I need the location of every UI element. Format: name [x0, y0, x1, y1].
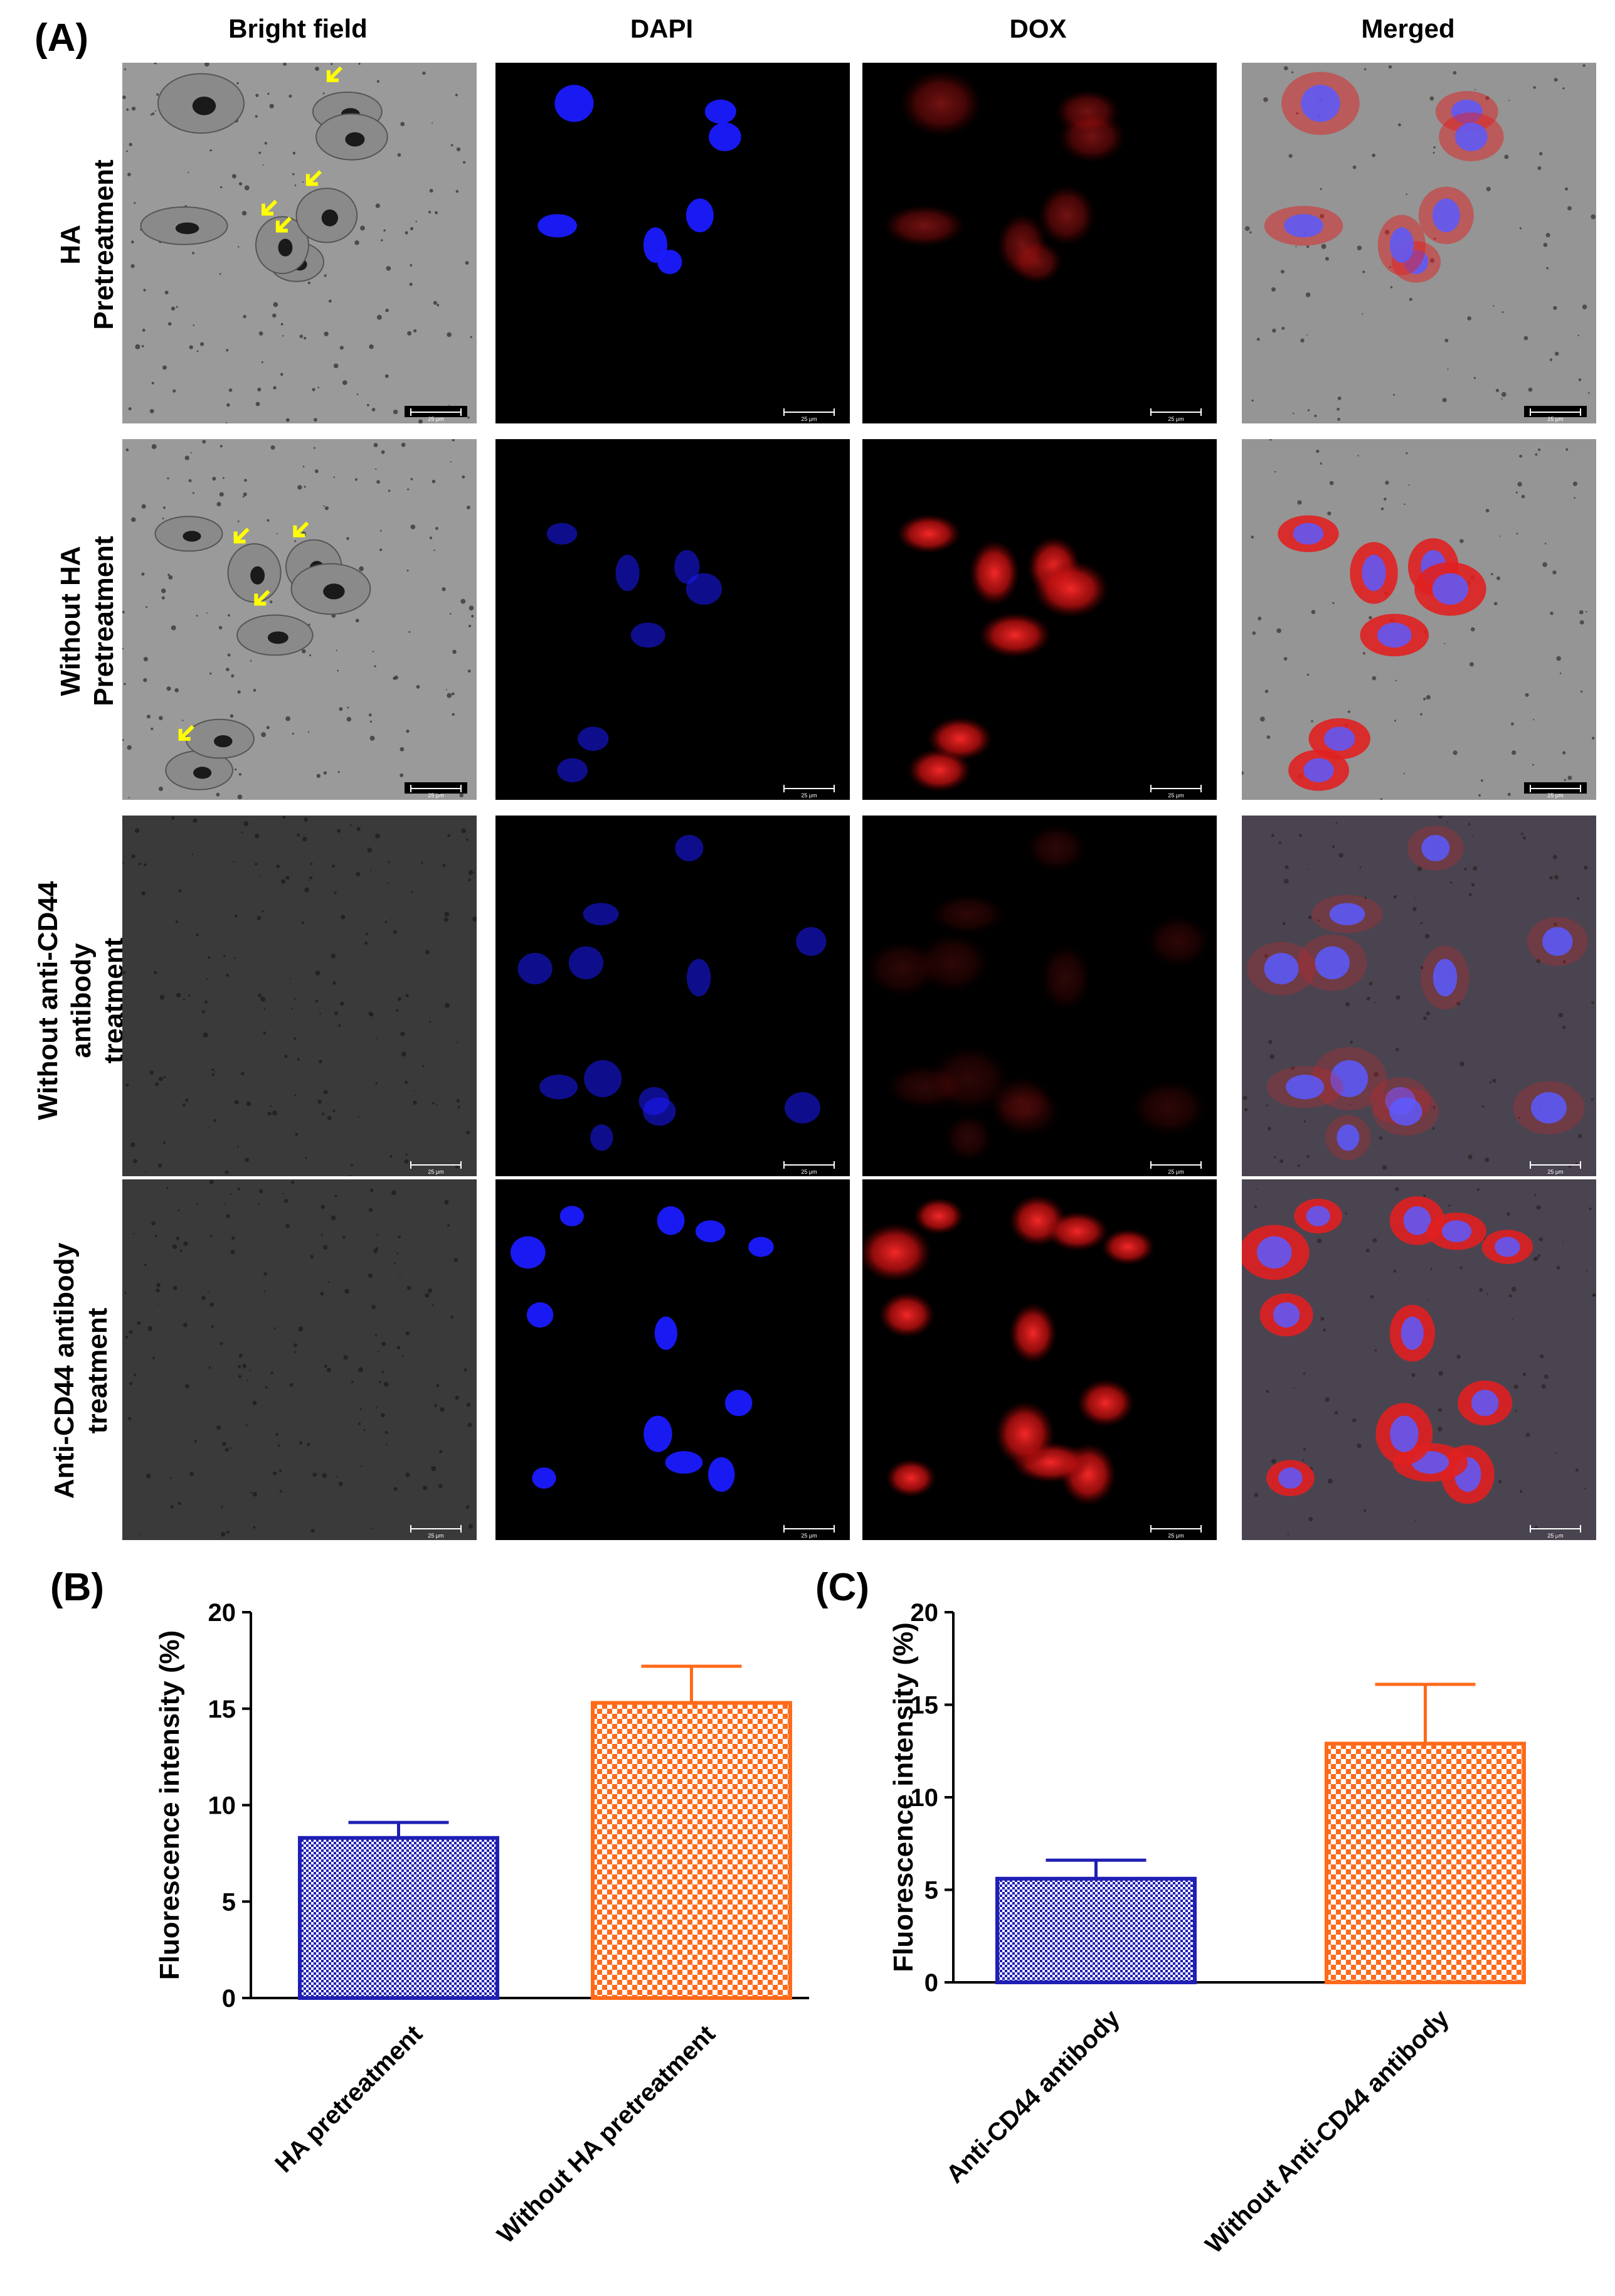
category-label: HA pretreatment	[270, 2020, 428, 2178]
category-label: Anti-CD44 antibody	[941, 2004, 1125, 2189]
micrograph-merged-row-1: 25 μm	[1242, 63, 1596, 423]
scale-bar-label: 25 μm	[1547, 792, 1563, 799]
scale-bar-label: 25 μm	[801, 1169, 817, 1175]
y-tick-label: 5	[924, 1877, 938, 1905]
micrograph-dox-row-4: 25 μm	[862, 1179, 1217, 1540]
y-tick-label: 10	[208, 1792, 236, 1820]
panel-letter-c: (C)	[815, 1566, 870, 1609]
scale-bar: 25 μm	[1145, 406, 1207, 422]
column-header-dapi: DAPI	[630, 14, 694, 43]
scale-bar: 25 μm	[410, 1161, 462, 1175]
scale-bar: 25 μm	[1524, 782, 1587, 799]
y-tick-label: 20	[911, 1599, 939, 1627]
yellow-arrow-icon	[326, 66, 342, 82]
y-tick-label: 0	[924, 1969, 938, 1997]
y-axis-label: Fluorescence intensity (%)	[888, 1622, 919, 1972]
y-tick-label: 20	[208, 1599, 236, 1627]
bar-1	[298, 1836, 499, 2000]
scale-bar: 25 μm	[778, 782, 840, 799]
chart-b: Fluorescence intensity (%) 0 5 10 15 20 HA pre…	[0, 1593, 809, 2293]
column-header-merged: Merged	[1361, 14, 1455, 43]
scale-bar-label: 25 μm	[1168, 1169, 1183, 1175]
bar-2	[591, 1701, 792, 2000]
scale-bar-label: 25 μm	[801, 792, 817, 799]
micrograph-dapi-row-4: 25 μm	[495, 1179, 850, 1540]
micrograph-dapi-row-1: 25 μm	[495, 63, 850, 423]
yellow-arrow-icon	[254, 590, 270, 606]
scale-bar-label: 25 μm	[801, 1533, 817, 1539]
scale-bar-label: 25 μm	[428, 416, 443, 422]
scale-bar: 25 μm	[1150, 1161, 1202, 1175]
y-tick-label: 5	[222, 1888, 236, 1916]
yellow-arrow-icon	[233, 528, 250, 544]
scale-bar-label: 25 μm	[1168, 1533, 1183, 1539]
category-label: Without Anti-CD44 antibody	[1200, 2004, 1455, 2259]
micrograph-dox-row-2: 25 μm	[862, 439, 1217, 800]
scale-bar-label: 25 μm	[428, 792, 443, 799]
scale-bar-label: 25 μm	[1547, 1533, 1563, 1539]
y-tick-label: 0	[222, 1985, 236, 2012]
yellow-arrow-icon	[305, 170, 322, 186]
scale-bar: 25 μm	[1530, 1525, 1581, 1539]
scale-bar-label: 25 μm	[1547, 1169, 1563, 1175]
scale-bar: 25 μm	[783, 1161, 835, 1175]
scale-bar-label: 25 μm	[428, 1169, 443, 1175]
column-header-dox: DOX	[1009, 14, 1067, 43]
yellow-arrow-icon	[178, 725, 194, 741]
scale-bar-label: 25 μm	[428, 1533, 443, 1539]
micrograph-bright-field-row-4: 25 μm	[122, 1179, 477, 1540]
micrograph-dapi-row-2: 25 μm	[495, 439, 850, 800]
yellow-arrow-icon	[293, 521, 309, 538]
scale-bar: 25 μm	[405, 782, 467, 799]
column-header-bright-field: Bright field	[228, 14, 368, 43]
category-label: Without HA pretreatment	[492, 2020, 721, 2249]
scale-bar-label: 25 μm	[1547, 416, 1563, 422]
y-tick-label: 10	[911, 1784, 939, 1812]
chart-c: Fluorescence intensity (%) 0 5 10 15 20 Anti-C…	[809, 1593, 1615, 2293]
yellow-arrow-icon	[275, 216, 292, 233]
y-tick-label: 15	[911, 1692, 939, 1719]
panel-letter-a: (A)	[34, 16, 89, 60]
micrograph-merged-row-4: 25 μm	[1242, 1179, 1596, 1540]
micrograph-dox-row-3: 25 μm	[862, 816, 1217, 1176]
micrograph-merged-row-3: 25 μm	[1242, 816, 1596, 1176]
micrograph-dapi-row-3: 25 μm	[495, 816, 850, 1176]
scale-bar-label: 25 μm	[1168, 416, 1183, 422]
scale-bar-label: 25 μm	[1168, 792, 1183, 799]
micrograph-bright-field-row-2: 25 μm	[122, 439, 477, 800]
scale-bar: 25 μm	[1524, 406, 1587, 422]
yellow-arrow-icon	[261, 199, 278, 216]
scale-bar-label: 25 μm	[801, 416, 817, 422]
y-axis-label: Fluorescence intensity (%)	[154, 1630, 185, 1980]
panel-letter-b: (B)	[50, 1566, 105, 1609]
scale-bar: 25 μm	[1530, 1161, 1581, 1175]
bar-1	[995, 1876, 1197, 1984]
micrograph-merged-row-2: 25 μm	[1242, 439, 1596, 800]
micrograph-bright-field-row-1: 25 μm	[122, 63, 477, 423]
scale-bar: 25 μm	[405, 406, 467, 422]
y-tick-label: 15	[208, 1696, 236, 1723]
scale-bar: 25 μm	[778, 406, 840, 422]
scale-bar: 25 μm	[1150, 1525, 1202, 1539]
scale-bar: 25 μm	[1145, 782, 1207, 799]
micrograph-dox-row-1: 25 μm	[862, 63, 1217, 423]
scale-bar: 25 μm	[410, 1525, 462, 1539]
scale-bar: 25 μm	[783, 1525, 835, 1539]
micrograph-bright-field-row-3: 25 μm	[122, 816, 477, 1176]
bar-2	[1325, 1741, 1526, 1984]
